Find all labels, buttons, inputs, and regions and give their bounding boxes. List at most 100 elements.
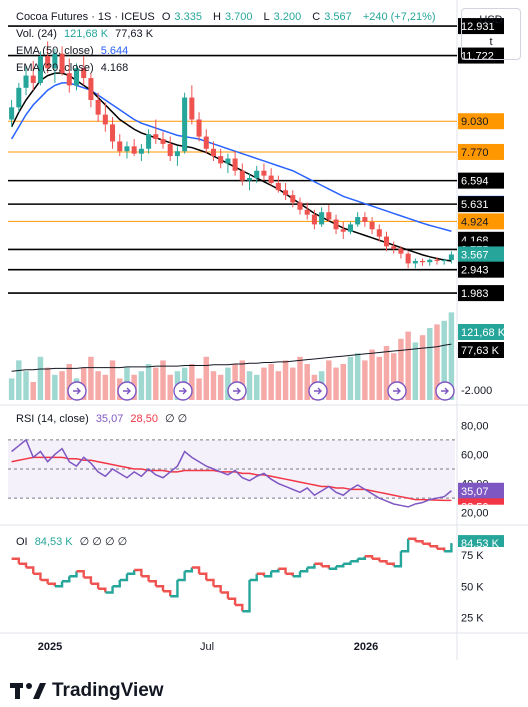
oi-step xyxy=(134,568,143,577)
oi-step xyxy=(199,572,208,580)
oi-step xyxy=(184,567,194,573)
price-axis-label-bg xyxy=(458,18,504,35)
price-axis-label-bg xyxy=(458,246,504,263)
oi-step xyxy=(105,586,114,594)
oi-label: OI xyxy=(16,536,28,548)
price-axis-label: 77,63 K xyxy=(461,345,500,357)
ema50-line xyxy=(10,82,452,232)
volume-bar xyxy=(253,374,260,400)
oi-step xyxy=(98,587,107,593)
oi-step xyxy=(177,571,186,582)
candle-body xyxy=(268,175,274,183)
rsi-axis-label: 35,07 xyxy=(461,486,489,498)
candle-body xyxy=(297,202,303,210)
oi-step xyxy=(415,540,424,544)
volume-bar xyxy=(261,367,267,400)
candle-body xyxy=(203,136,209,149)
candle-body xyxy=(239,170,245,181)
candle-body xyxy=(441,260,447,262)
volume-bar xyxy=(268,364,274,400)
rsi-label: RSI (14, close) xyxy=(16,413,89,425)
candle-body xyxy=(218,156,224,164)
price-axis-label: 12.931 xyxy=(461,21,495,33)
volume-bar xyxy=(282,360,289,400)
volume-bar xyxy=(8,378,15,400)
volume-legend: Vol. (24) 121,68 K 77,63 K xyxy=(16,28,157,40)
oi-step xyxy=(350,558,359,563)
rsi-ma-value: 28,50 xyxy=(130,413,158,425)
oi-step xyxy=(393,551,403,568)
volume-bar xyxy=(59,371,65,400)
oi-step xyxy=(336,563,345,568)
oi-legend: OI 84,53 K ∅ ∅ ∅ ∅ xyxy=(16,535,131,548)
price-axis-label-bg xyxy=(458,324,504,340)
price-axis-label-bg xyxy=(458,213,504,230)
volume-bar xyxy=(362,360,368,400)
tradingview-brand[interactable]: TradingView xyxy=(10,680,164,702)
price-axis-label: 4.924 xyxy=(461,216,489,228)
candle-body xyxy=(434,259,440,261)
rsi-line xyxy=(11,438,452,508)
price-axis-label-bg xyxy=(458,143,504,160)
oi-step xyxy=(141,575,150,582)
symbol-label: Cocoa Futures · 1S · ICEUS xyxy=(16,11,155,23)
c-value: 3.567 xyxy=(324,11,352,23)
volume-bar xyxy=(441,320,447,400)
volume-bar xyxy=(297,356,303,400)
volume-bar xyxy=(376,356,383,400)
volume-bar xyxy=(290,367,296,400)
volume-bar xyxy=(333,367,339,400)
candle-body xyxy=(412,260,418,264)
rsi-axis-label-bg xyxy=(458,446,504,463)
volume-bar xyxy=(419,335,426,400)
rsi-axis-label: 80,00 xyxy=(461,420,489,432)
oi-extra: ∅ ∅ ∅ ∅ xyxy=(79,536,128,548)
candle-body xyxy=(304,209,310,215)
rsi-axis-label-bg xyxy=(458,504,504,521)
candle-body xyxy=(405,253,411,264)
volume-bar xyxy=(44,367,51,400)
rsi-axis-label: 60,00 xyxy=(461,449,489,461)
volume-bar xyxy=(52,374,58,400)
volume-bar xyxy=(196,378,202,400)
oi-step xyxy=(213,585,222,593)
rsi-axis-label: 20,00 xyxy=(461,508,489,520)
oi-step xyxy=(343,561,352,565)
oi-step xyxy=(26,566,35,574)
volume-value: 121,68 K xyxy=(64,28,109,40)
candle-body xyxy=(182,97,188,152)
candle-body xyxy=(66,73,72,86)
candle-body xyxy=(52,53,58,69)
oi-step xyxy=(40,578,49,584)
volume-bar xyxy=(88,356,94,400)
x-axis-tick-label: 2026 xyxy=(354,641,378,653)
currency-button[interactable]: USD t xyxy=(461,8,521,60)
ema20-label: EMA (20, close) xyxy=(16,62,94,74)
oi-step xyxy=(429,545,439,549)
oi-axis-label: 25 K xyxy=(461,613,484,625)
candle-body xyxy=(448,254,454,261)
rsi-axis-label-bg xyxy=(458,482,504,499)
candle-body xyxy=(30,75,36,83)
oi-axis-label-bg xyxy=(458,609,504,626)
candle-body xyxy=(347,224,353,232)
candle-body xyxy=(59,53,65,74)
oi-step xyxy=(119,573,129,582)
volume-bar xyxy=(275,371,282,400)
oi-step xyxy=(278,567,287,574)
candle-body xyxy=(23,75,29,88)
candle-body xyxy=(275,182,281,191)
volume-bar xyxy=(153,367,159,400)
oi-step xyxy=(33,572,42,580)
oi-step xyxy=(126,570,136,575)
h-value: 3.700 xyxy=(224,11,253,23)
candle-body xyxy=(391,246,397,249)
volume-bar xyxy=(16,360,22,400)
event-arrow-icon xyxy=(123,387,131,395)
candle-body xyxy=(225,158,231,164)
candle-body xyxy=(232,158,238,171)
volume-bar xyxy=(246,371,253,400)
price-axis-label: 1.983 xyxy=(461,288,489,300)
volume-bar xyxy=(354,353,361,400)
